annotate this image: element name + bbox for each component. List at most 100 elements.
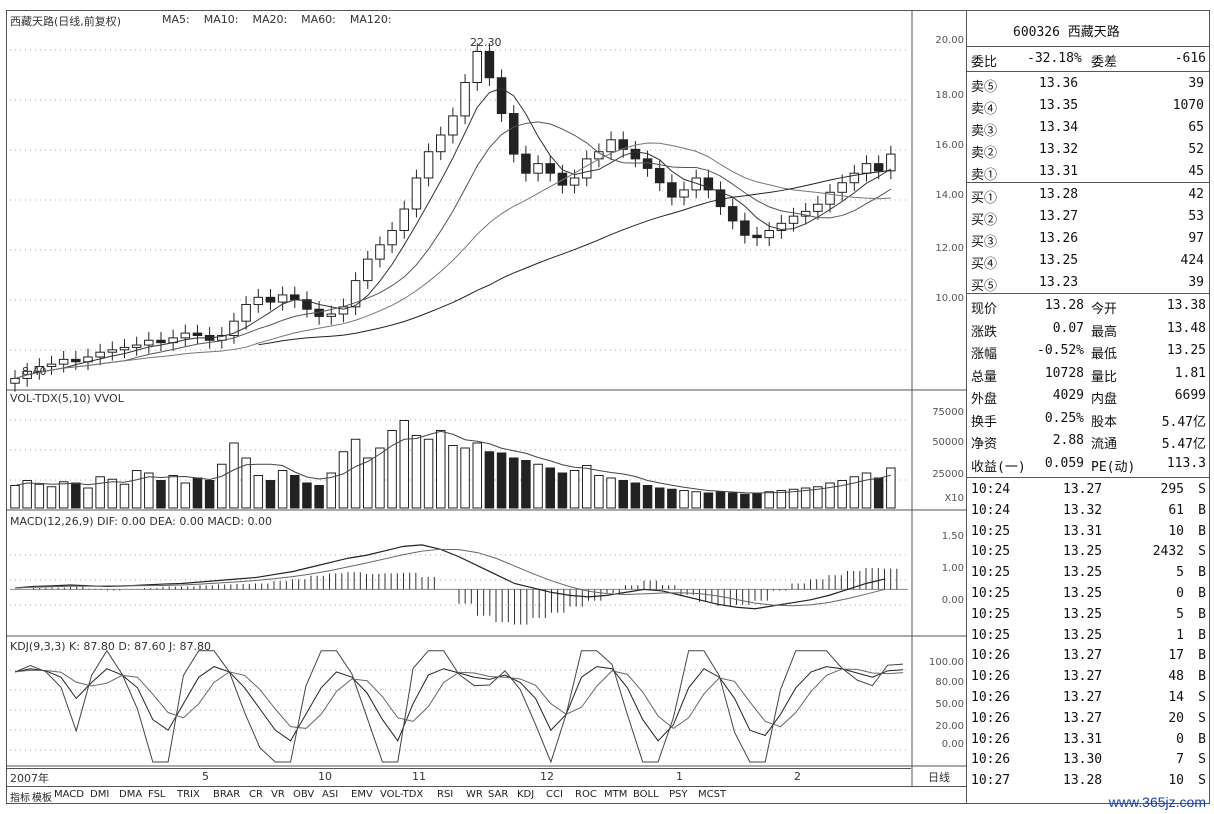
indicator-tab[interactable]: BRAR [213, 789, 241, 800]
candle [156, 331, 166, 352]
candle [46, 355, 57, 375]
indicator-tab[interactable]: FSL [148, 789, 166, 800]
indicator-tab[interactable]: 模板 [32, 793, 52, 804]
price-tick: 14.00 [935, 190, 964, 201]
candle [448, 107, 458, 144]
indicator-tab[interactable]: OBV [293, 789, 315, 800]
chart-title: 西藏天路(日线,前复权) [10, 15, 122, 28]
tick-row: 10:26 13.27 17 B [971, 648, 1206, 664]
volume-tick: X10 [944, 493, 964, 504]
indicator-tab[interactable]: CCI [546, 789, 563, 800]
quote-stat-row: 换手 0.25% 股本 5.47亿 [971, 410, 1206, 430]
candle [581, 150, 592, 187]
volume-bar [886, 467, 896, 509]
candle [703, 169, 714, 199]
candle [691, 169, 701, 199]
volume-panel-label: VOL-TDX(5,10) VVOL [10, 392, 124, 405]
candle [788, 207, 799, 232]
indicator-tab[interactable]: WR [466, 789, 483, 800]
buy-level-row: 买② 13.27 53 [971, 209, 1204, 228]
ma5-label: MA5: [162, 13, 190, 26]
candle [715, 181, 726, 215]
candle [594, 143, 604, 168]
indicator-tab[interactable]: RSI [437, 789, 454, 800]
kdj-panel-label: KDJ(9,3,3) K: 87.80 D: 87.60 J: 87.80 [10, 640, 211, 653]
volume-bar [192, 477, 203, 509]
indicator-tab[interactable]: VR [271, 789, 285, 800]
ma60-label: MA60: [301, 13, 336, 26]
candle [95, 343, 105, 366]
volume-bar [484, 451, 495, 509]
volume-bar [204, 480, 215, 509]
candle [618, 131, 628, 158]
indicator-tab[interactable]: VOL-TDX [380, 789, 424, 800]
volume-bar [387, 430, 397, 509]
candle [423, 143, 434, 187]
indicator-tabs: 指标 模板 MACD DMI DMA FSL TRIX BRAR CR VR OBV ASI EMV VO… [6, 786, 966, 804]
candle [679, 181, 689, 206]
candle [119, 339, 130, 359]
candle [533, 155, 543, 182]
volume-tick: 50000 [932, 437, 964, 448]
sell-level-row: 卖① 13.31 45 [971, 164, 1204, 183]
indicator-tab[interactable]: CR [249, 789, 263, 800]
indicator-tab[interactable]: DMI [90, 789, 110, 800]
tick-row: 10:26 13.30 7 S [971, 752, 1206, 768]
candle [667, 174, 677, 206]
indicator-tab[interactable]: DMA [119, 789, 143, 800]
volume-bar [326, 472, 337, 509]
candle [886, 145, 896, 180]
indicator-tab[interactable]: 指标 [10, 793, 30, 804]
volume-bar [569, 470, 580, 509]
candle [180, 324, 191, 347]
volume-bar [34, 483, 45, 509]
indicator-tab[interactable]: ASI [322, 789, 339, 800]
volume-tick: 75000 [932, 407, 964, 418]
indicator-tab[interactable]: ROC [575, 789, 597, 800]
kdj-tick: 50.00 [935, 699, 964, 710]
volume-bar [873, 477, 884, 509]
indicator-tab[interactable]: MTM [604, 789, 628, 800]
ma20-line [14, 142, 891, 379]
candle [350, 272, 361, 316]
macd-tick: 1.00 [941, 563, 964, 574]
volume-bar [800, 487, 811, 509]
candle [861, 155, 872, 182]
volume-bar [752, 492, 762, 509]
indicator-tab[interactable]: EMV [351, 789, 373, 800]
date-label: 12 [540, 770, 554, 783]
ma120-label: MA120: [349, 13, 392, 26]
stock-code-name: 600326 西藏天路 [1013, 25, 1120, 40]
macd-tick: 1.50 [941, 531, 964, 542]
volume-ma-line [14, 430, 891, 494]
volume-bar [423, 438, 434, 509]
indicator-tab[interactable]: MACD [54, 789, 84, 800]
candle [217, 327, 227, 349]
ma40-line [258, 170, 891, 346]
volume-bar [460, 447, 470, 509]
indicator-tab[interactable]: KDJ [517, 789, 535, 800]
candle [873, 155, 884, 180]
indicator-tab[interactable]: BOLL [633, 789, 659, 800]
volume-bar [314, 485, 324, 509]
indicator-tab[interactable]: SAR [488, 789, 509, 800]
quote-stat-row: 涨幅 -0.52% 最低 13.25 [971, 343, 1206, 362]
volume-bar [521, 460, 531, 509]
price-tick: 12.00 [935, 243, 964, 254]
macd-tick: 0.00 [941, 595, 964, 606]
date-label: 11 [412, 770, 426, 783]
volume-bar [119, 483, 130, 509]
indicator-tab[interactable]: PSY [669, 789, 688, 800]
j-line [14, 649, 904, 764]
indicator-tab[interactable]: MCST [698, 789, 727, 800]
quote-stat-row: 净资 2.88 流通 5.47亿 [971, 433, 1206, 452]
volume-bar [265, 480, 276, 509]
day-tab[interactable]: 日线 [928, 771, 950, 784]
candle [338, 298, 349, 323]
candle [508, 105, 519, 163]
candle [326, 305, 337, 325]
ma-legend: MA5: MA10: MA20: MA60: MA120: [162, 13, 392, 26]
indicator-tab[interactable]: TRIX [177, 789, 200, 800]
candle [277, 286, 288, 311]
